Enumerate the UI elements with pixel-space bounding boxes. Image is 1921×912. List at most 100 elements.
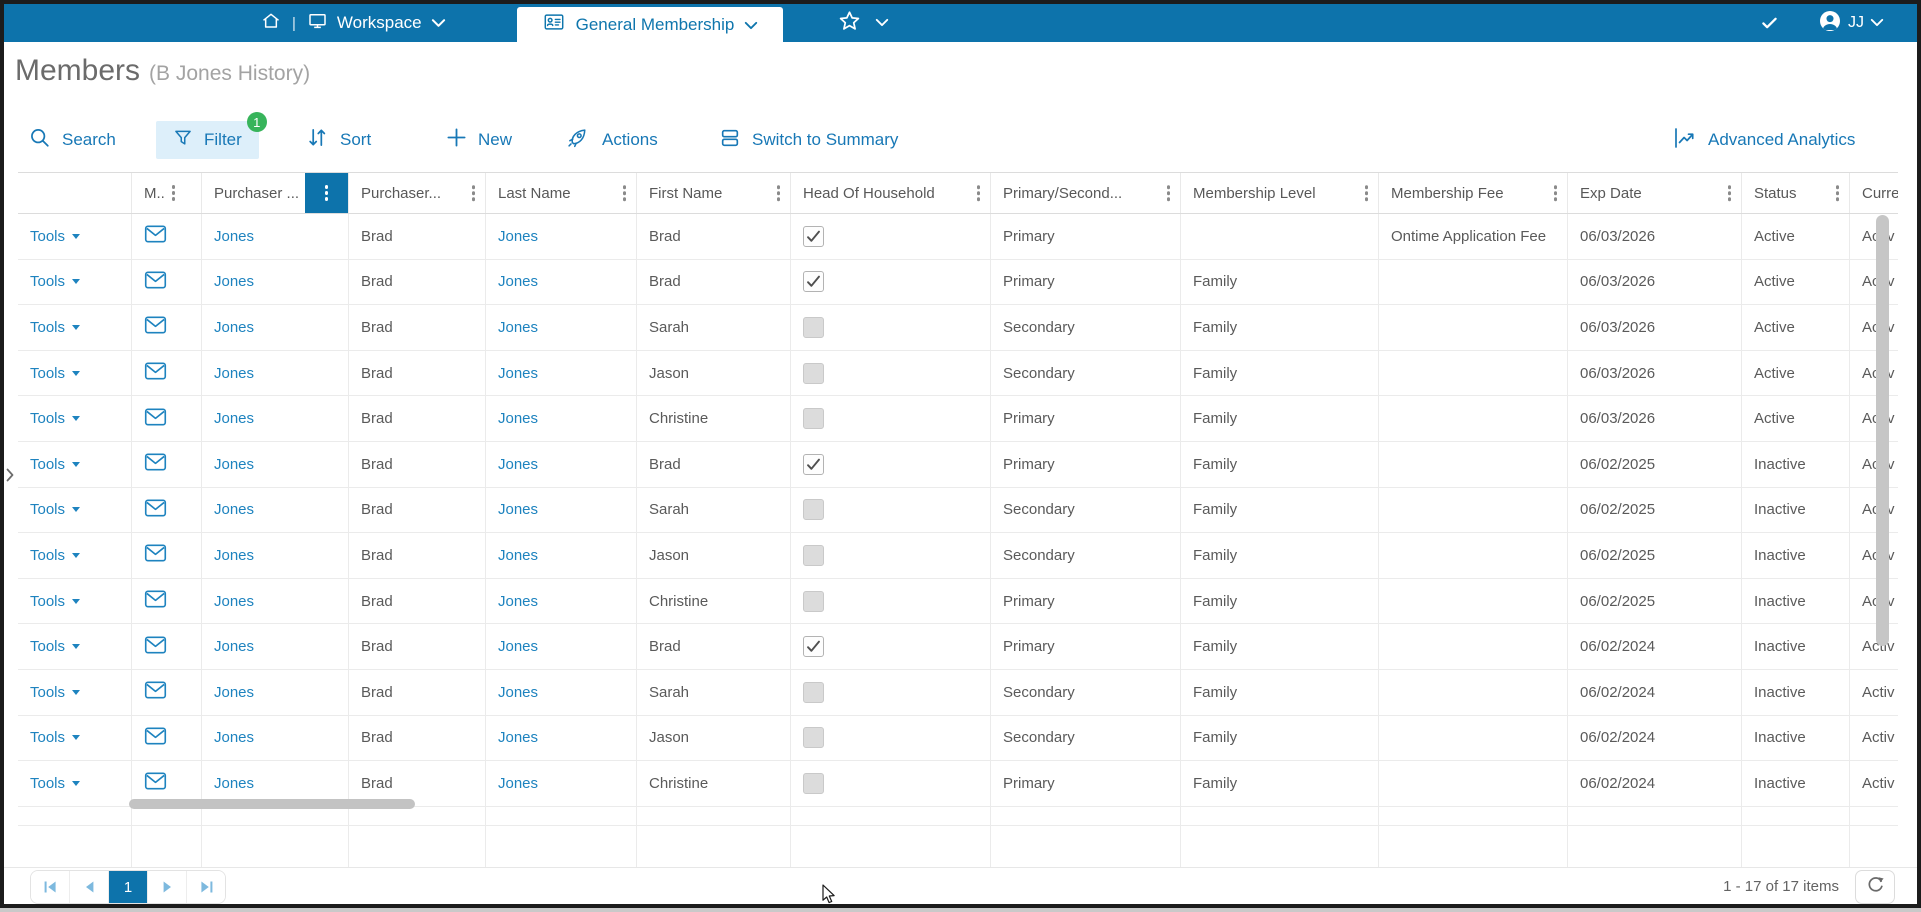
row-tools-button[interactable]: Tools — [30, 228, 81, 245]
search-button[interactable]: Search — [29, 121, 116, 159]
last-name-link[interactable]: Jones — [498, 455, 539, 473]
purchaser-last-name-link[interactable]: Jones — [214, 592, 255, 610]
switch-to-summary-button[interactable]: Switch to Summary — [719, 121, 898, 159]
last-name-link[interactable]: Jones — [498, 410, 539, 428]
column-menu-icon[interactable] — [1553, 185, 1557, 201]
row-tools-button[interactable]: Tools — [30, 547, 81, 564]
vertical-scrollbar-thumb[interactable] — [1876, 215, 1889, 646]
advanced-analytics-button[interactable]: Advanced Analytics — [1673, 121, 1855, 159]
user-menu[interactable]: JJ — [1818, 4, 1884, 42]
last-name-link[interactable]: Jones — [498, 318, 539, 336]
purchaser-last-name-link[interactable]: Jones — [214, 318, 255, 336]
email-icon[interactable] — [144, 361, 167, 385]
last-name-link[interactable]: Jones — [498, 501, 539, 519]
actions-button[interactable]: Actions — [566, 121, 658, 159]
last-name-link[interactable]: Jones — [498, 774, 539, 792]
head-of-household-checkbox[interactable] — [803, 316, 824, 338]
previous-page-button[interactable] — [69, 871, 108, 903]
last-name-link[interactable]: Jones — [498, 273, 539, 291]
email-icon[interactable] — [144, 771, 167, 795]
last-name-link[interactable]: Jones — [498, 227, 539, 245]
column-menu-icon[interactable] — [471, 185, 475, 201]
row-tools-button[interactable]: Tools — [30, 365, 81, 382]
next-page-button[interactable] — [147, 871, 186, 903]
column-menu-icon[interactable] — [976, 185, 980, 201]
last-name-link[interactable]: Jones — [498, 729, 539, 747]
head-of-household-checkbox[interactable] — [803, 453, 824, 475]
head-of-household-checkbox[interactable] — [803, 772, 824, 794]
column-menu-active-icon[interactable] — [305, 173, 348, 213]
column-header-status[interactable]: Status — [1742, 173, 1850, 213]
last-name-link[interactable]: Jones — [498, 683, 539, 701]
purchaser-last-name-link[interactable]: Jones — [214, 501, 255, 519]
favorites-chevron-down-icon[interactable] — [875, 14, 889, 32]
column-menu-icon[interactable] — [1364, 185, 1368, 201]
purchaser-last-name-link[interactable]: Jones — [214, 227, 255, 245]
row-tools-button[interactable]: Tools — [30, 684, 81, 701]
purchaser-last-name-link[interactable]: Jones — [214, 455, 255, 473]
purchaser-last-name-link[interactable]: Jones — [214, 729, 255, 747]
column-menu-icon[interactable] — [1835, 185, 1839, 201]
row-tools-button[interactable]: Tools — [30, 593, 81, 610]
row-tools-button[interactable]: Tools — [30, 456, 81, 473]
email-icon[interactable] — [144, 315, 167, 339]
last-name-link[interactable]: Jones — [498, 546, 539, 564]
first-page-button[interactable] — [31, 871, 69, 903]
last-name-link[interactable]: Jones — [498, 592, 539, 610]
head-of-household-checkbox[interactable] — [803, 727, 824, 749]
column-header-membership-level[interactable]: Membership Level — [1181, 173, 1379, 213]
email-icon[interactable] — [144, 407, 167, 431]
new-button[interactable]: New — [446, 121, 512, 159]
column-menu-icon[interactable] — [776, 185, 780, 201]
column-menu-icon[interactable] — [171, 185, 176, 201]
tab-chevron-down-icon[interactable] — [744, 15, 758, 35]
tab-general-membership[interactable]: General Membership — [517, 7, 783, 42]
purchaser-last-name-link[interactable]: Jones — [214, 364, 255, 382]
home-icon[interactable] — [261, 11, 281, 36]
column-header-exp-date[interactable]: Exp Date — [1568, 173, 1742, 213]
column-header-membership-fee[interactable]: Membership Fee — [1379, 173, 1568, 213]
row-tools-button[interactable]: Tools — [30, 775, 81, 792]
column-menu-icon[interactable] — [622, 185, 626, 201]
email-icon[interactable] — [144, 498, 167, 522]
email-icon[interactable] — [144, 224, 167, 248]
last-name-link[interactable]: Jones — [498, 364, 539, 382]
column-header-first-name[interactable]: First Name — [637, 173, 791, 213]
email-icon[interactable] — [144, 680, 167, 704]
purchaser-last-name-link[interactable]: Jones — [214, 638, 255, 656]
column-header-mail[interactable]: M.. — [132, 173, 202, 213]
column-header-current[interactable]: Curre — [1862, 184, 1898, 202]
row-tools-button[interactable]: Tools — [30, 410, 81, 427]
filter-button[interactable]: Filter 1 — [156, 112, 267, 159]
row-tools-button[interactable]: Tools — [30, 319, 81, 336]
row-tools-button[interactable]: Tools — [30, 729, 81, 746]
favorites-menu[interactable] — [838, 4, 889, 42]
column-header-primary-secondary[interactable]: Primary/Second... — [991, 173, 1181, 213]
head-of-household-checkbox[interactable] — [803, 271, 824, 293]
purchaser-last-name-link[interactable]: Jones — [214, 683, 255, 701]
star-icon[interactable] — [838, 10, 861, 37]
email-icon[interactable] — [144, 589, 167, 613]
column-header-purchaser-last[interactable]: Purchaser ... — [202, 173, 349, 213]
row-tools-button[interactable]: Tools — [30, 273, 81, 290]
head-of-household-checkbox[interactable] — [803, 590, 824, 612]
column-header-last-name[interactable]: Last Name — [486, 173, 637, 213]
page-number-button[interactable]: 1 — [108, 871, 147, 903]
column-header-head-of-household[interactable]: Head Of Household — [791, 173, 991, 213]
column-menu-icon[interactable] — [1727, 185, 1731, 201]
email-icon[interactable] — [144, 270, 167, 294]
last-name-link[interactable]: Jones — [498, 638, 539, 656]
purchaser-last-name-link[interactable]: Jones — [214, 410, 255, 428]
head-of-household-checkbox[interactable] — [803, 499, 824, 521]
sort-button[interactable]: Sort — [306, 121, 371, 159]
head-of-household-checkbox[interactable] — [803, 681, 824, 703]
head-of-household-checkbox[interactable] — [803, 225, 824, 247]
workspace-chevron-down-icon[interactable] — [431, 13, 446, 33]
head-of-household-checkbox[interactable] — [803, 544, 824, 566]
refresh-button[interactable] — [1855, 870, 1895, 904]
panel-expand-chevron[interactable] — [4, 462, 16, 488]
purchaser-last-name-link[interactable]: Jones — [214, 273, 255, 291]
email-icon[interactable] — [144, 452, 167, 476]
row-tools-button[interactable]: Tools — [30, 501, 81, 518]
column-menu-icon[interactable] — [1166, 185, 1170, 201]
